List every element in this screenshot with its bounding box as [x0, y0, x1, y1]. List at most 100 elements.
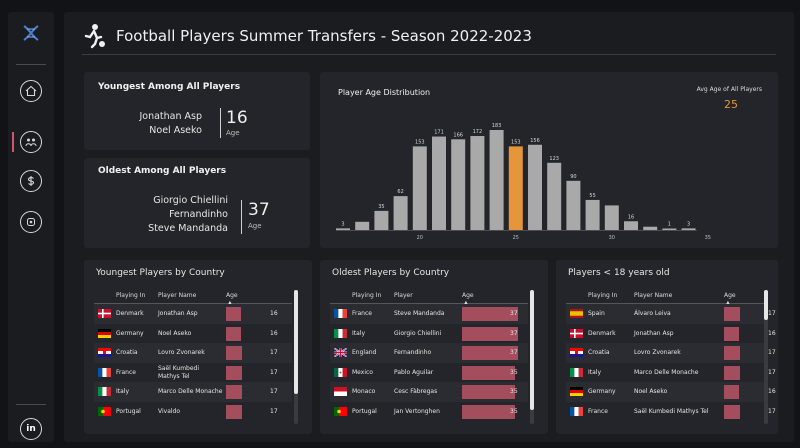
col-header-country[interactable]: Playing In	[116, 292, 146, 299]
col-header-player[interactable]: Player Name	[634, 292, 673, 299]
age-cell: 37	[510, 329, 518, 337]
age-bar	[604, 205, 619, 230]
x-tick-label: 35	[705, 235, 711, 241]
col-header-age[interactable]: Age	[462, 292, 474, 299]
player-cell: Lovro Zvonarek	[158, 349, 205, 356]
col-header-country[interactable]: Playing In	[352, 292, 382, 299]
age-bar	[462, 404, 515, 419]
age-cell: 35	[510, 388, 518, 395]
age-bar	[226, 404, 242, 419]
table-row[interactable]: Germany Noel Aseko 16	[566, 382, 776, 402]
player-name: Mathys Tel	[158, 372, 190, 380]
sidebar: in	[8, 12, 54, 442]
player-cell: Fernandinho	[394, 349, 432, 356]
home-nav-button[interactable]	[20, 80, 42, 102]
scrollbar[interactable]	[764, 290, 768, 320]
age-bar	[547, 162, 562, 230]
player-cell: Jonathan Asp	[634, 329, 674, 337]
age-bar	[355, 221, 370, 230]
table-row[interactable]: Croatia Lovro Zvonarek 17	[566, 343, 776, 363]
sort-arrow-icon[interactable]: ▲	[464, 300, 468, 306]
age-bar	[226, 307, 241, 321]
oldest-by-country-card: Oldest Players by Country Playing In Play…	[320, 260, 548, 434]
col-header-age[interactable]: Age	[226, 292, 238, 299]
flag-icon	[98, 367, 111, 377]
bar-value-label: 172	[473, 129, 483, 135]
sort-arrow-icon[interactable]: ▲	[726, 300, 730, 306]
table-title: Oldest Players by Country	[332, 268, 450, 278]
age-cell: 17	[768, 368, 776, 376]
country-cell: Denmark	[116, 310, 144, 317]
sidebar-divider	[16, 404, 46, 405]
age-bar	[585, 199, 600, 230]
table-row[interactable]: Denmark Jonathan Asp 16	[566, 324, 776, 344]
age-cell: 17	[270, 388, 278, 395]
col-header-player[interactable]: Player	[394, 292, 413, 299]
country-cell: Denmark	[588, 329, 616, 337]
age-bar	[226, 346, 242, 360]
scrollbar[interactable]	[294, 290, 298, 394]
age-bar	[681, 228, 696, 230]
age-bar	[566, 180, 581, 230]
oldest-age-value: 37	[248, 200, 270, 220]
country-cell: Croatia	[588, 349, 610, 356]
country-cell: Italy	[352, 329, 366, 337]
football-player-icon	[84, 24, 105, 49]
youngest-card: Youngest Among All Players Jonathan Asp …	[84, 72, 310, 150]
table-row[interactable]: Mexico Pablo Aguilar 35	[330, 363, 528, 383]
table-row[interactable]: Italy Marco Delle Monache 17	[94, 382, 292, 402]
country-cell: Spain	[588, 310, 605, 317]
table-row[interactable]: France Saël Kumbedi Mathys Tel 17	[94, 363, 292, 383]
age-bar	[462, 326, 518, 341]
flag-icon	[570, 406, 583, 416]
table-row[interactable]: Monaco Cesc Fàbregas 35	[330, 382, 528, 402]
col-header-country[interactable]: Playing In	[588, 292, 618, 299]
player-cell: Marco Delle Monache	[634, 368, 699, 376]
under-18-table: Playing In Player Name Age ▲ Spain Álvaro Lei…	[566, 288, 776, 422]
table-row[interactable]: France Saël Kumbedi Mathys Tel 17	[566, 402, 776, 422]
linkedin-button[interactable]: in	[20, 418, 42, 440]
country-cell: Portugal	[352, 407, 377, 415]
oldest-name: Steve Mandanda	[148, 223, 228, 234]
bar-value-label: 3	[687, 221, 690, 227]
country-cell: Germany	[116, 329, 144, 337]
col-header-player[interactable]: Player Name	[158, 292, 197, 299]
sort-arrow-icon[interactable]: ▲	[228, 300, 232, 306]
age-bar	[462, 307, 518, 321]
scrollbar[interactable]	[530, 290, 534, 410]
oldest-names: Giorgio Chiellini Fernandinho Steve Mand…	[148, 194, 228, 236]
flag-icon	[334, 348, 347, 357]
age-bar	[393, 196, 408, 230]
table-row[interactable]: Croatia Lovro Zvonarek 17	[94, 343, 292, 363]
age-bar	[724, 326, 739, 341]
country-cell: Italy	[588, 368, 602, 376]
table-row[interactable]: Germany Noel Aseko 16	[94, 324, 292, 344]
table-row[interactable]: Italy Marco Delle Monache 17	[566, 363, 776, 383]
oldest-age-label: Age	[248, 222, 262, 230]
flag-icon	[98, 348, 111, 357]
table-row[interactable]: England Fernandinho 37	[330, 343, 528, 363]
col-header-age[interactable]: Age	[724, 292, 736, 299]
table-row[interactable]: Portugal Jan Vertonghen 35	[330, 402, 528, 422]
bar-value-label: 3	[341, 221, 344, 227]
country-cell: Portugal	[116, 407, 141, 415]
age-cell: 17	[270, 368, 278, 376]
country-cell: Germany	[588, 388, 616, 395]
money-nav-button[interactable]	[20, 170, 42, 192]
linkedin-icon: in	[26, 424, 36, 434]
country-cell: Italy	[116, 388, 130, 395]
age-bar	[336, 228, 350, 230]
table-row[interactable]: Italy Giorgio Chiellini 37	[330, 324, 528, 344]
age-bar	[724, 404, 740, 419]
player-cell: Giorgio Chiellini	[394, 329, 442, 337]
table-row[interactable]: Spain Álvaro Leiva 17	[566, 304, 776, 324]
table-row[interactable]: France Steve Mandanda 37	[330, 304, 528, 324]
flag-icon	[334, 367, 347, 377]
table-row[interactable]: Denmark Jonathan Asp 16	[94, 304, 292, 324]
player-cell: Álvaro Leiva	[634, 310, 671, 317]
table-row[interactable]: Portugal Vivaldo 17	[94, 402, 292, 422]
age-cell: 17	[768, 407, 776, 415]
players-nav-button[interactable]	[20, 131, 42, 153]
badge-nav-button[interactable]	[20, 211, 42, 233]
age-bar	[226, 385, 242, 399]
